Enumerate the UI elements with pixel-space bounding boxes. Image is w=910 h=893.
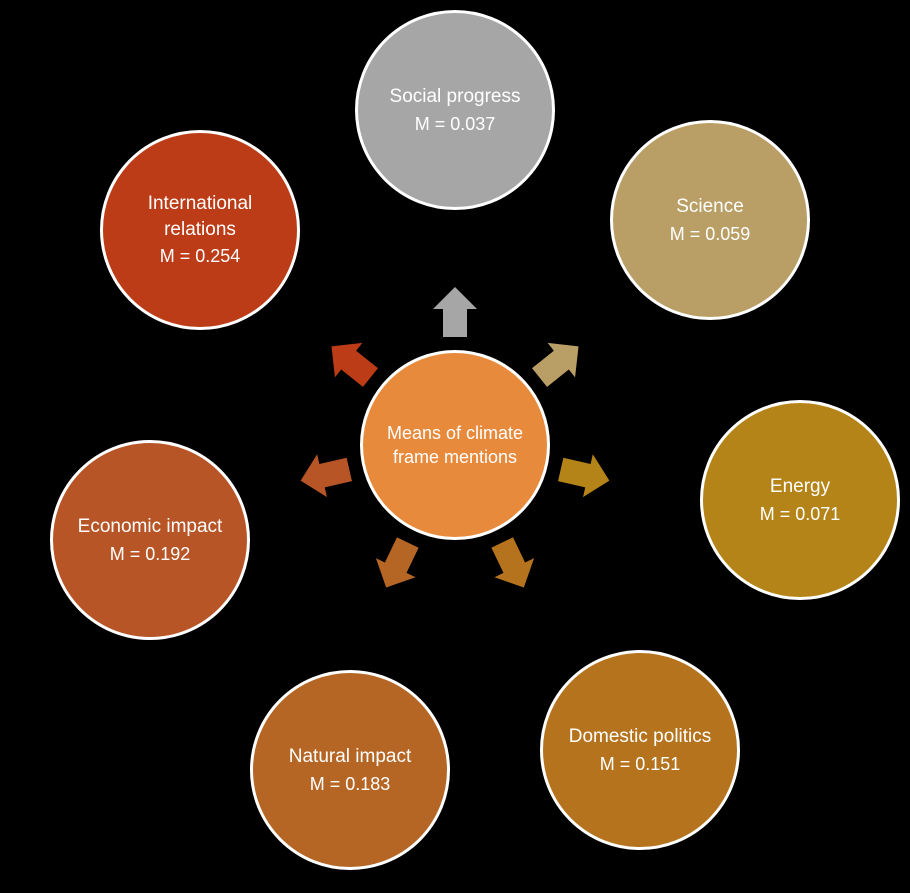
node-value: M = 0.192 — [110, 542, 191, 566]
arrow-international-relations — [316, 327, 386, 397]
node-label: Natural impact — [289, 744, 412, 770]
arrow-energy — [555, 445, 615, 505]
arrow-domestic-politics — [479, 531, 546, 598]
arrow-science — [524, 327, 594, 397]
node-label: Domestic politics — [569, 724, 712, 750]
node-value: M = 0.059 — [670, 222, 751, 246]
arrow-economic-impact — [295, 445, 355, 505]
node-label: Science — [676, 194, 744, 220]
node-label: International relations — [121, 191, 279, 242]
node-science: ScienceM = 0.059 — [610, 120, 810, 320]
node-label: Economic impact — [78, 514, 223, 540]
node-label: Social progress — [390, 84, 521, 110]
arrow-social-progress — [430, 287, 480, 337]
arrow-natural-impact — [364, 531, 431, 598]
node-international-relations: International relationsM = 0.254 — [100, 130, 300, 330]
node-value: M = 0.254 — [160, 244, 241, 268]
center-label: Means of climate frame mentions — [383, 421, 527, 470]
node-economic-impact: Economic impactM = 0.192 — [50, 440, 250, 640]
center-hub: Means of climate frame mentions — [360, 350, 550, 540]
node-natural-impact: Natural impactM = 0.183 — [250, 670, 450, 870]
node-domestic-politics: Domestic politicsM = 0.151 — [540, 650, 740, 850]
node-value: M = 0.071 — [760, 502, 841, 526]
node-value: M = 0.183 — [310, 772, 391, 796]
node-energy: EnergyM = 0.071 — [700, 400, 900, 600]
node-value: M = 0.151 — [600, 752, 681, 776]
radial-diagram: Means of climate frame mentions Social p… — [0, 0, 910, 893]
node-value: M = 0.037 — [415, 112, 496, 136]
node-label: Energy — [770, 474, 830, 500]
node-social-progress: Social progressM = 0.037 — [355, 10, 555, 210]
